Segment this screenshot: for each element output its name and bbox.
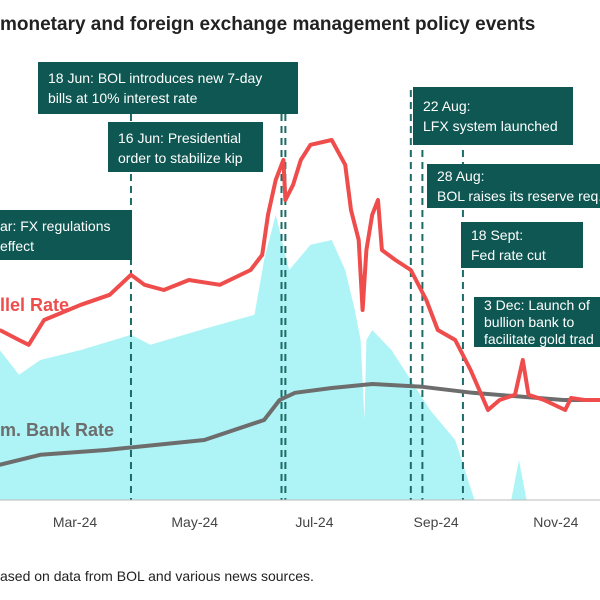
annotation-line: 18 Sept: [471, 227, 524, 243]
series-line-parallel-rate [0, 138, 600, 412]
annotation-line: bullion bank to [484, 314, 575, 330]
annotation-line: bills at 10% interest rate [48, 90, 198, 106]
annotation-line: BOL raises its reserve req. [437, 188, 600, 204]
annotation-line: 22 Aug: [423, 98, 471, 114]
annotation-line: ar: FX regulations [0, 218, 111, 234]
annotation-line: 16 Jun: Presidential [118, 130, 241, 146]
series-label-bank-rate: m. Bank Rate [0, 420, 115, 440]
annotation-16-jun: 16 Jun: Presidential order to stabilize … [108, 122, 263, 172]
annotation-line: Fed rate cut [471, 247, 546, 263]
annotation-line: 28 Aug: [437, 168, 485, 184]
series-area [0, 214, 600, 500]
x-tick-label: Mar-24 [53, 514, 98, 530]
source-note: ased on data from BOL and various news s… [0, 568, 314, 584]
annotation-18-sept: 18 Sept: Fed rate cut [461, 222, 583, 268]
annotation-line: LFX system launched [423, 118, 558, 134]
series-label-parallel-rate: llel Rate [0, 295, 70, 315]
x-tick-label: May-24 [171, 514, 218, 530]
chart-title: monetary and foreign exchange management… [0, 14, 536, 35]
annotation-3-dec: 3 Dec: Launch of bullion bank to facilit… [474, 297, 600, 347]
annotation-line: order to stabilize kip [118, 150, 243, 166]
annotation-fx-regulations: ar: FX regulations effect [0, 210, 132, 260]
annotation-22-aug: 22 Aug: LFX system launched [413, 87, 573, 145]
annotation-line: 18 Jun: BOL introduces new 7-day [48, 70, 263, 86]
x-tick-label: Sep-24 [414, 514, 459, 530]
annotation-28-aug: 28 Aug: BOL raises its reserve req. [427, 164, 600, 208]
annotation-18-jun: 18 Jun: BOL introduces new 7-day bills a… [38, 62, 298, 114]
annotation-line: facilitate gold trad [484, 331, 594, 347]
annotation-line: 3 Dec: Launch of [484, 297, 590, 313]
x-tick-label: Jul-24 [295, 514, 333, 530]
annotation-line: effect [0, 238, 34, 254]
x-tick-label: Nov-24 [533, 514, 578, 530]
